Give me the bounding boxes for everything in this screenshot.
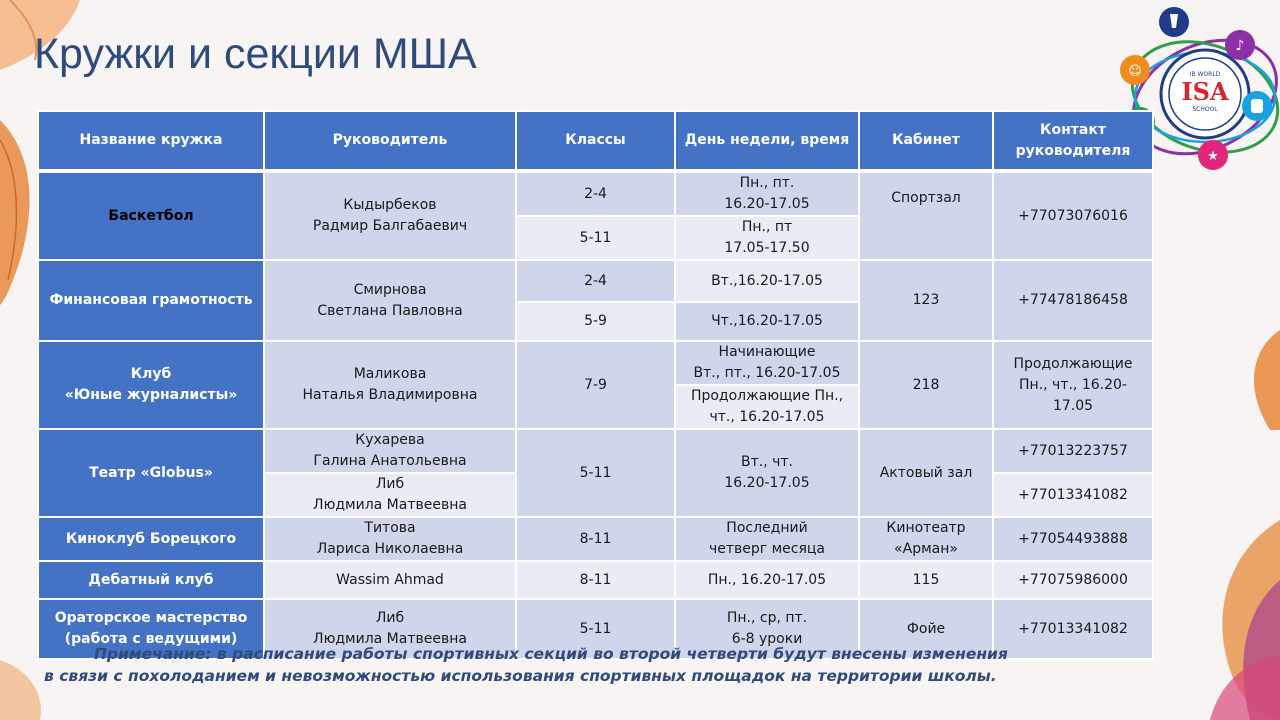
grades-finance-2: 5-9 xyxy=(515,301,676,342)
table-row: Продолжающие Пн., чт., 16.20-17.05 xyxy=(38,384,1153,430)
schedule-note: Примечание: в расписание работы спортивн… xyxy=(44,643,1074,688)
club-name-debate: Дебатный клуб xyxy=(37,560,265,600)
teacher-finance: Смирнова Светлана Павловна xyxy=(263,259,517,342)
table-row: Финансовая грамотность Смирнова Светлана… xyxy=(37,259,1154,342)
time-journalists-1: Начинающие Вт., пт., 16.20-17.05 xyxy=(674,340,860,386)
svg-text:☺: ☺ xyxy=(1128,64,1142,79)
teacher-journalists: Маликова Наталья Владимировна xyxy=(263,340,517,430)
room-journalists: 218 xyxy=(858,340,994,430)
club-name-cinema: Киноклуб Борецкого xyxy=(37,516,265,562)
contact-journalists: Продолжающие Пн., чт., 16.20- 17.05 xyxy=(992,340,1154,430)
time-basketball-1: Пн., пт. 16.20-17.05 xyxy=(674,170,860,217)
time-basketball-2: Пн., пт 17.05-17.50 xyxy=(674,215,860,261)
note-line-1: Примечание: в расписание работы спортивн… xyxy=(94,645,1008,663)
time-journalists-2: Продолжающие Пн., чт., 16.20-17.05 xyxy=(674,384,860,430)
svg-text:★: ★ xyxy=(1207,149,1219,164)
autumn-leaf-decoration-right xyxy=(1253,330,1280,430)
contact-theatre-2: +77013341082 xyxy=(992,472,1154,518)
table-row: Баскетбол Кыдырбеков Радмир Балгабаевич … xyxy=(37,170,1154,261)
note-line-2: в связи с похолоданием и невозможностью … xyxy=(44,667,997,686)
contact-basketball: +77073076016 xyxy=(992,170,1154,261)
teacher-oratory: Либ Людмила Матвеевна xyxy=(263,598,517,660)
header-day-time: День недели, время xyxy=(674,110,860,173)
room-oratory: Фойе xyxy=(858,598,994,660)
time-oratory: Пн., ср, пт. 6-8 уроки xyxy=(674,598,860,660)
header-contact: Контакт руководителя xyxy=(992,110,1154,173)
logo-school-text: SCHOOL xyxy=(1192,106,1218,113)
room-basketball: Спортзал xyxy=(858,170,994,261)
table-row: Киноклуб Борецкого Титова Лариса Николае… xyxy=(37,516,1154,562)
header-teacher: Руководитель xyxy=(263,110,517,173)
grades-debate: 8-11 xyxy=(515,560,676,600)
logo-ib-world-text: IB WORLD xyxy=(1190,71,1221,78)
time-theatre: Вт., чт. 16.20-17.05 xyxy=(674,428,860,518)
grades-cinema: 8-11 xyxy=(515,516,676,562)
room-cinema: Кинотеатр «Арман» xyxy=(858,516,994,562)
contact-debate: +77075986000 xyxy=(992,560,1154,600)
autumn-leaf-decoration-bottom-right xyxy=(1210,520,1280,720)
teacher-basketball: Кыдырбеков Радмир Балгабаевич xyxy=(263,170,517,261)
club-name-basketball: Баскетбол xyxy=(37,170,265,261)
table-row: Либ Людмила Матвеевна +77013341082 xyxy=(38,472,1154,518)
grades-theatre: 5-11 xyxy=(515,428,676,518)
teacher-debate: Wassim Ahmad xyxy=(263,560,517,600)
autumn-leaf-decoration-left xyxy=(0,120,30,305)
room-finance: 123 xyxy=(858,259,994,342)
teacher-cinema: Титова Лариса Николаевна xyxy=(263,516,517,562)
grades-basketball-1: 2-4 xyxy=(515,170,676,217)
time-cinema: Последний четверг месяца xyxy=(674,516,860,562)
grades-oratory: 5-11 xyxy=(515,598,676,660)
room-theatre: Актовый зал xyxy=(858,428,994,518)
contact-oratory: +77013341082 xyxy=(992,598,1154,660)
clubs-schedule-table: Название кружка Руководитель Классы День… xyxy=(37,110,1154,660)
club-name-journalists: Клуб «Юные журналисты» xyxy=(37,340,265,430)
table-row: Театр «Globus» Кухарева Галина Анатольев… xyxy=(37,428,1154,518)
club-name-oratory: Ораторское мастерство (работа с ведущими… xyxy=(37,598,265,660)
grades-journalists: 7-9 xyxy=(515,340,676,430)
time-finance-1: Вт.,16.20-17.05 xyxy=(674,259,860,303)
contact-cinema: +77054493888 xyxy=(992,516,1154,562)
svg-text:♪: ♪ xyxy=(1236,38,1245,54)
grades-finance-1: 2-4 xyxy=(515,259,676,303)
table-row: 5-11 Пн., пт 17.05-17.50 xyxy=(38,215,1153,261)
autumn-leaf-decoration-bottom-left xyxy=(0,660,41,720)
isa-school-logo: IB WORLD ISA SCHOOL ♪ ☺ ★ xyxy=(1120,7,1280,170)
club-name-theatre: Театр «Globus» xyxy=(37,428,265,518)
header-club-name: Название кружка xyxy=(37,110,265,173)
time-finance-2: Чт.,16.20-17.05 xyxy=(674,301,860,342)
contact-finance: +77478186458 xyxy=(992,259,1154,342)
time-debate: Пн., 16.20-17.05 xyxy=(674,560,860,600)
contact-theatre-1: +77013223757 xyxy=(992,428,1154,474)
club-name-finance: Финансовая грамотность xyxy=(37,259,265,342)
autumn-leaf-decoration-top-left xyxy=(0,0,80,70)
header-grades: Классы xyxy=(515,110,676,173)
teacher-theatre-2: Либ Людмила Матвеевна xyxy=(263,472,517,518)
grades-basketball-2: 5-11 xyxy=(515,215,676,261)
room-debate: 115 xyxy=(858,560,994,600)
teacher-theatre-1: Кухарева Галина Анатольевна xyxy=(263,428,517,474)
table-row: Клуб «Юные журналисты» Маликова Наталья … xyxy=(37,340,1154,430)
header-room: Кабинет xyxy=(858,110,994,173)
page-title: Кружки и секции МША xyxy=(34,30,477,78)
table-row: Дебатный клуб Wassim Ahmad 8-11 Пн., 16.… xyxy=(37,560,1154,600)
logo-isa-text: ISA xyxy=(1181,77,1229,106)
table-header-row: Название кружка Руководитель Классы День… xyxy=(37,110,1154,173)
table-row: Ораторское мастерство (работа с ведущими… xyxy=(37,598,1154,660)
table-row: 5-9 Чт.,16.20-17.05 xyxy=(38,301,1153,342)
